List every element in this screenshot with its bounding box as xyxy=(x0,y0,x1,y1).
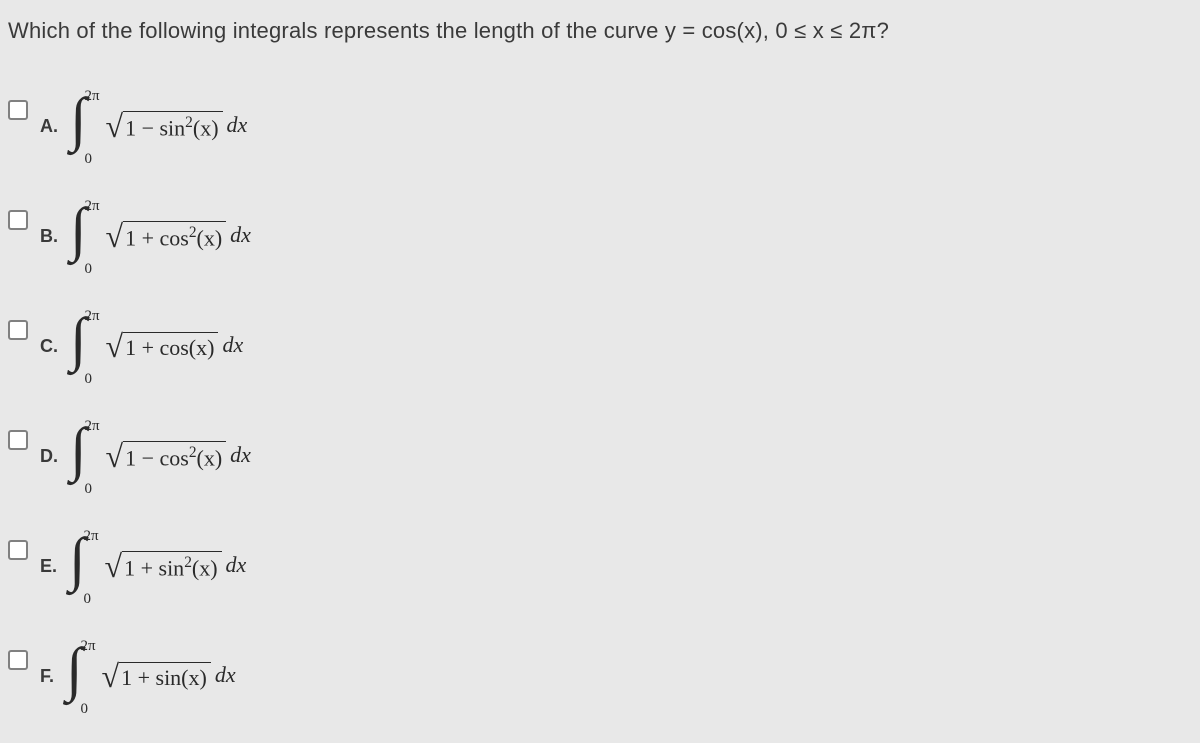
options-container: A.∫2π0√1 − sin2(x)dxB.∫2π0√1 + cos2(x)dx… xyxy=(8,94,1192,704)
radical-icon: √ xyxy=(106,440,124,472)
radicand: 1 + sin2(x) xyxy=(122,551,221,581)
limit-upper: 2π xyxy=(84,418,99,435)
dx-label: dx xyxy=(227,112,248,138)
integral-expression: ∫2π0√1 + sin2(x)dx xyxy=(69,534,246,594)
sqrt-expression: √1 − cos2(x) xyxy=(106,440,227,472)
radicand: 1 + cos(x) xyxy=(123,332,218,361)
option-letter: C. xyxy=(40,336,58,357)
limit-lower: 0 xyxy=(84,151,99,168)
sqrt-expression: √1 + cos(x) xyxy=(106,330,219,362)
option-letter: E. xyxy=(40,556,57,577)
dx-label: dx xyxy=(230,442,251,468)
option-row: A.∫2π0√1 − sin2(x)dx xyxy=(8,94,1192,154)
limit-upper: 2π xyxy=(84,308,99,325)
limit-upper: 2π xyxy=(80,638,95,655)
option-row: E.∫2π0√1 + sin2(x)dx xyxy=(8,534,1192,594)
option-checkbox[interactable] xyxy=(8,320,28,340)
dx-label: dx xyxy=(222,332,243,358)
sqrt-expression: √1 + sin(x) xyxy=(102,660,211,692)
sqrt-expression: √1 + cos2(x) xyxy=(106,220,227,252)
integral-limits: 2π0 xyxy=(80,644,95,704)
option-letter: B. xyxy=(40,226,58,247)
limit-upper: 2π xyxy=(83,528,98,545)
radical-icon: √ xyxy=(106,110,124,142)
option-letter: F. xyxy=(40,666,54,687)
option-letter: A. xyxy=(40,116,58,137)
limit-lower: 0 xyxy=(84,261,99,278)
limit-lower: 0 xyxy=(80,701,95,718)
option-checkbox[interactable] xyxy=(8,540,28,560)
radical-icon: √ xyxy=(105,550,123,582)
radicand: 1 + cos2(x) xyxy=(123,221,226,251)
integral-expression: ∫2π0√1 + cos(x)dx xyxy=(70,314,243,374)
integral-expression: ∫2π0√1 + sin(x)dx xyxy=(66,644,236,704)
limit-lower: 0 xyxy=(83,591,98,608)
radical-icon: √ xyxy=(106,220,124,252)
option-row: B.∫2π0√1 + cos2(x)dx xyxy=(8,204,1192,264)
sqrt-expression: √1 + sin2(x) xyxy=(105,550,222,582)
option-row: D.∫2π0√1 − cos2(x)dx xyxy=(8,424,1192,484)
radical-icon: √ xyxy=(106,330,124,362)
option-row: C.∫2π0√1 + cos(x)dx xyxy=(8,314,1192,374)
option-letter: D. xyxy=(40,446,58,467)
radicand: 1 − sin2(x) xyxy=(123,111,222,141)
limit-upper: 2π xyxy=(84,198,99,215)
radicand: 1 + sin(x) xyxy=(119,662,211,691)
option-checkbox[interactable] xyxy=(8,100,28,120)
limit-lower: 0 xyxy=(84,371,99,388)
option-checkbox[interactable] xyxy=(8,650,28,670)
option-checkbox[interactable] xyxy=(8,210,28,230)
integral-limits: 2π0 xyxy=(84,424,99,484)
radicand: 1 − cos2(x) xyxy=(123,441,226,471)
integral-limits: 2π0 xyxy=(84,204,99,264)
integral-limits: 2π0 xyxy=(84,314,99,374)
integral-expression: ∫2π0√1 − cos2(x)dx xyxy=(70,424,251,484)
dx-label: dx xyxy=(226,552,247,578)
option-row: F.∫2π0√1 + sin(x)dx xyxy=(8,644,1192,704)
sqrt-expression: √1 − sin2(x) xyxy=(106,110,223,142)
dx-label: dx xyxy=(215,662,236,688)
integral-limits: 2π0 xyxy=(84,94,99,154)
limit-upper: 2π xyxy=(84,88,99,105)
radical-icon: √ xyxy=(102,660,120,692)
option-checkbox[interactable] xyxy=(8,430,28,450)
integral-limits: 2π0 xyxy=(83,534,98,594)
integral-expression: ∫2π0√1 + cos2(x)dx xyxy=(70,204,251,264)
limit-lower: 0 xyxy=(84,481,99,498)
question-text: Which of the following integrals represe… xyxy=(8,18,1192,44)
integral-expression: ∫2π0√1 − sin2(x)dx xyxy=(70,94,247,154)
dx-label: dx xyxy=(230,222,251,248)
